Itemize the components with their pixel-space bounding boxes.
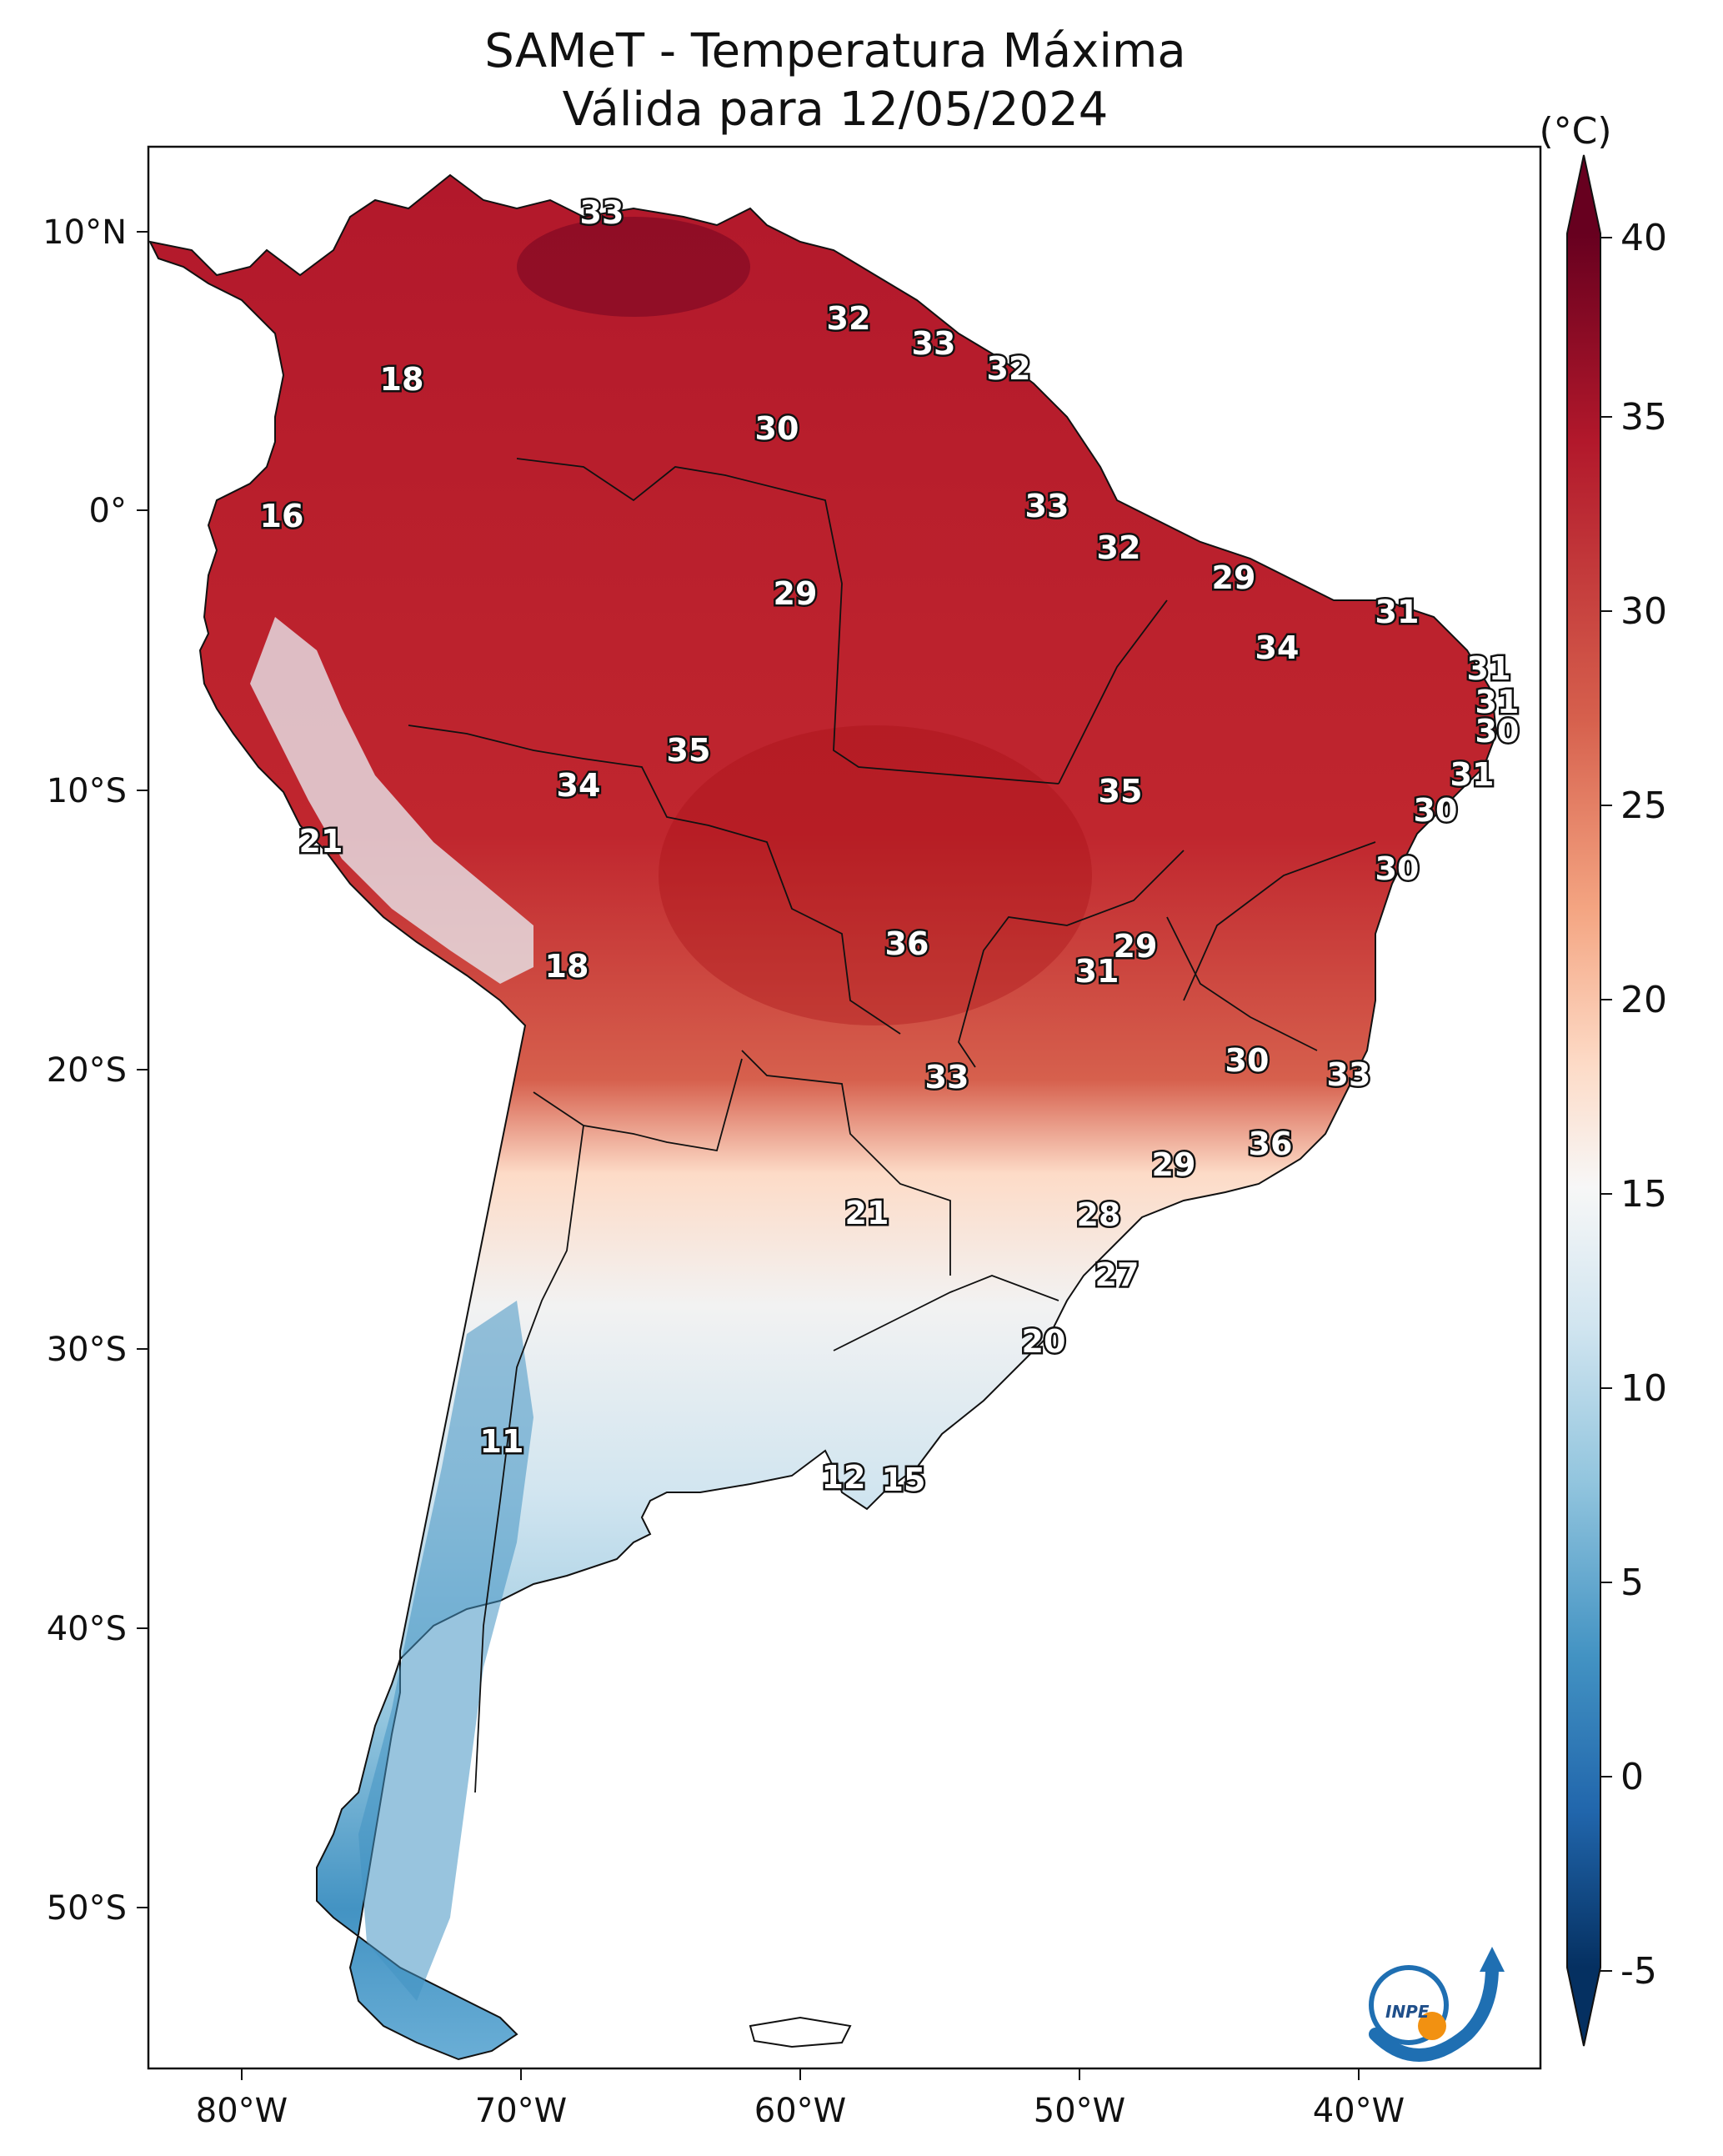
colorbar-tick-label: 40 [1620, 217, 1667, 259]
temp-label: 32 [987, 350, 1031, 387]
temp-label: 33 [925, 1059, 969, 1096]
colorbar-tick-label: 35 [1620, 396, 1667, 439]
falkland-islands [749, 2016, 852, 2048]
lon-label: 60°W [754, 2092, 846, 2130]
temp-label: 33 [912, 325, 956, 362]
colorbar-tick-label: 10 [1620, 1367, 1667, 1410]
colorbar-tick-label: 30 [1620, 590, 1667, 633]
inpe-logo: INPE [1369, 1947, 1505, 2062]
temp-label: 29 [1114, 928, 1158, 965]
lat-label: 0° [89, 492, 127, 530]
andes-cool-band [250, 617, 533, 984]
temp-label: 21 [299, 823, 343, 860]
latitude-axis: 10°N 0° 10°S 20°S 30°S 40°S 50°S [43, 213, 148, 1928]
temp-label: 36 [1249, 1126, 1293, 1162]
colorbar-bottom-arrow [1567, 1968, 1600, 2046]
temp-label: 30 [755, 410, 799, 447]
colorbar-unit: (°C) [1539, 110, 1611, 153]
lat-label: 30°S [47, 1331, 127, 1369]
colorbar-tick-label: 0 [1620, 1756, 1644, 1798]
lat-label: 10°S [47, 772, 127, 810]
temp-label: 30 [1375, 850, 1420, 887]
lat-label: 20°S [47, 1051, 127, 1090]
temp-label: 28 [1077, 1196, 1121, 1233]
temp-label: 29 [1152, 1146, 1196, 1183]
temp-label: 33 [1327, 1056, 1371, 1093]
temp-label: 31 [1450, 756, 1495, 793]
temp-label: 29 [1212, 559, 1256, 596]
map-title: SAMeT - Temperatura Máxima [484, 24, 1186, 78]
colorbar-tick-label: 25 [1620, 785, 1667, 827]
inpe-logo-text: INPE [1385, 2002, 1430, 2022]
temp-label: 31 [1467, 650, 1511, 687]
temp-label: 20 [1022, 1323, 1066, 1360]
longitude-axis: 80°W 70°W 60°W 50°W 40°W [196, 2068, 1405, 2130]
colorbar-ticks [1600, 237, 1612, 1972]
temp-label: 21 [845, 1195, 889, 1231]
temp-label: 36 [885, 925, 929, 962]
temp-label: 11 [480, 1423, 524, 1460]
colorbar-top-arrow [1567, 155, 1600, 233]
lat-label: 10°N [43, 213, 127, 252]
colorbar: (°C) 40 35 30 25 20 15 10 5 0 -5 [1539, 110, 1667, 2047]
temp-label: 31 [1075, 953, 1119, 990]
hot-core [659, 725, 1092, 1025]
map-area [148, 147, 1540, 2068]
temp-label: 35 [1099, 773, 1143, 810]
temp-label: 29 [774, 575, 818, 612]
temp-label: 34 [1255, 629, 1300, 666]
colorbar-tick-label: -5 [1620, 1950, 1657, 1993]
lon-label: 50°W [1034, 2092, 1125, 2130]
hot-core-north [517, 217, 750, 317]
lat-label: 40°S [47, 1610, 127, 1648]
temp-label: 34 [557, 767, 601, 804]
temp-label: 35 [667, 732, 711, 769]
map-frame [147, 145, 1542, 2070]
temp-label: 16 [260, 498, 304, 534]
temp-label: 31 [1375, 594, 1420, 630]
lon-label: 80°W [196, 2092, 288, 2130]
temp-label: 32 [1097, 529, 1141, 566]
country-borders [408, 458, 1376, 1793]
map-subtitle: Válida para 12/05/2024 [563, 83, 1109, 137]
colorbar-tick-label: 20 [1620, 979, 1667, 1021]
colorbar-tick-label: 5 [1620, 1562, 1644, 1604]
temp-label: 30 [1225, 1042, 1270, 1079]
lat-label: 50°S [47, 1889, 127, 1928]
temp-label: 18 [380, 361, 424, 398]
temp-label: 33 [1025, 488, 1069, 524]
temp-label: 33 [580, 194, 624, 231]
temp-label: 27 [1095, 1256, 1139, 1293]
colorbar-gradient [1567, 233, 1600, 1968]
temp-label: 30 [1475, 713, 1520, 750]
temp-label: 31 [1475, 684, 1520, 720]
temperature-labels: 33 32 33 32 18 30 16 33 32 29 29 31 34 3… [258, 193, 1521, 1501]
temp-label: 32 [827, 300, 871, 337]
temp-label: 18 [545, 948, 589, 985]
temp-label: 15 [882, 1462, 926, 1498]
colorbar-tick-label: 15 [1620, 1173, 1667, 1216]
lon-label: 40°W [1313, 2092, 1405, 2130]
temp-label: 12 [822, 1459, 866, 1496]
temp-label: 30 [1414, 792, 1458, 829]
patagonia-blue [358, 1301, 533, 2001]
lon-label: 70°W [475, 2092, 567, 2130]
